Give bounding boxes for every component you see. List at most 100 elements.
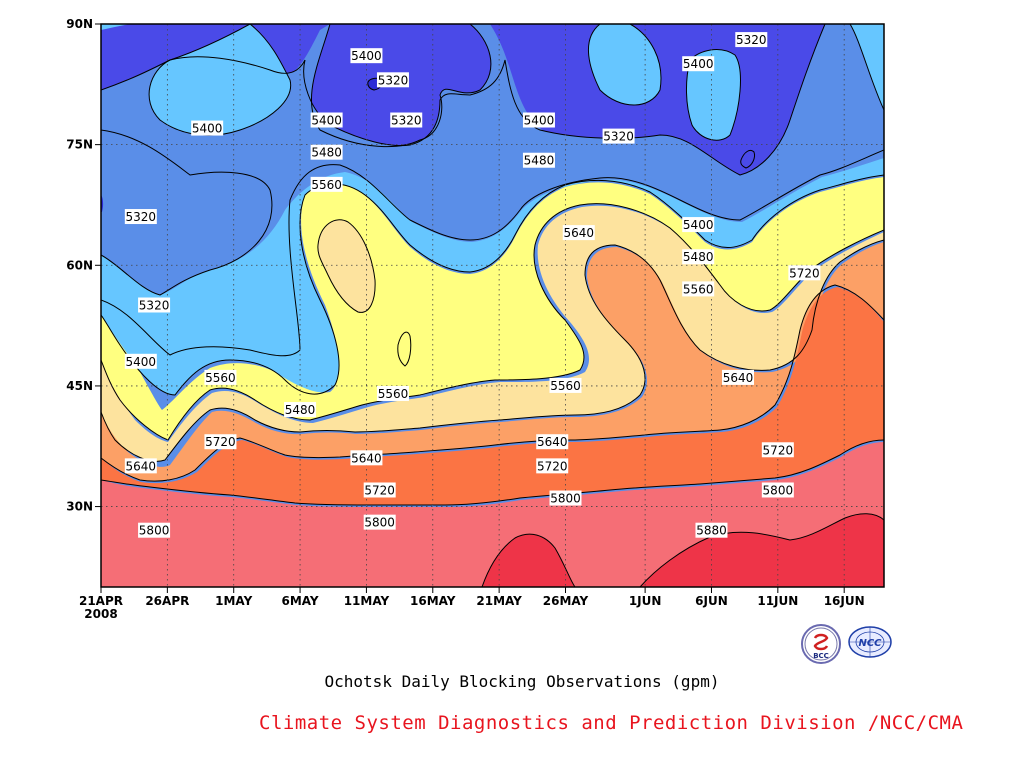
y-tick-label: 75N: [66, 138, 93, 152]
contour-label: 5560: [204, 369, 237, 385]
grid-lines: [101, 24, 884, 587]
svg-text:5800: 5800: [139, 524, 170, 538]
svg-text:5320: 5320: [391, 114, 422, 128]
x-tick-label: 16JUN: [824, 594, 865, 608]
svg-text:5320: 5320: [378, 73, 409, 87]
svg-text:5480: 5480: [311, 146, 342, 160]
svg-text:5800: 5800: [763, 483, 794, 497]
svg-text:5720: 5720: [364, 483, 395, 497]
fill-level-5720: [101, 242, 884, 482]
svg-text:5640: 5640: [126, 459, 157, 473]
svg-text:5800: 5800: [550, 492, 581, 506]
svg-text:5640: 5640: [351, 451, 382, 465]
contour-label: 5480: [522, 152, 555, 168]
contour-label: 5560: [682, 281, 715, 297]
contour-label: 5720: [536, 458, 569, 474]
svg-text:5720: 5720: [789, 266, 820, 280]
contour-label: 5720: [204, 434, 237, 450]
small-contour-5320-enclosure: [740, 149, 755, 169]
svg-text:NCC: NCC: [858, 638, 882, 649]
contour-label: 5320: [138, 297, 171, 313]
fill-level-5480: [101, 24, 884, 395]
contour-label: 5400: [350, 48, 383, 64]
svg-text:5720: 5720: [763, 443, 794, 457]
svg-text:5640: 5640: [723, 371, 754, 385]
x-tick-label: 26APR: [145, 594, 189, 608]
chart-title: Ochotsk Daily Blocking Observations (gpm…: [324, 672, 720, 691]
svg-text:5320: 5320: [139, 299, 170, 313]
svg-text:5640: 5640: [563, 226, 594, 240]
svg-text:5880: 5880: [696, 524, 727, 538]
small-contour-5640-enclosure: [317, 219, 376, 313]
contour-label: 5320: [124, 209, 157, 225]
contour-label: 5720: [761, 442, 794, 458]
svg-text:5560: 5560: [550, 379, 581, 393]
contour-label: 5640: [536, 434, 569, 450]
contour-label: 5800: [761, 482, 794, 498]
contour-label: 5720: [788, 265, 821, 281]
contour-label: 5640: [562, 225, 595, 241]
contour-label: 5480: [310, 144, 343, 160]
contour-label: 5400: [191, 120, 224, 136]
svg-text:5400: 5400: [311, 114, 342, 128]
ncc-logo-icon: NCC: [847, 625, 893, 659]
x-tick-label: 1MAY: [215, 594, 252, 608]
svg-text:5560: 5560: [378, 387, 409, 401]
y-tick-label: 60N: [66, 258, 93, 272]
fill-level-5640: [101, 205, 884, 462]
contour-label: 5800: [363, 514, 396, 530]
x-tick-label: 26MAY: [543, 594, 589, 608]
svg-text:5400: 5400: [351, 49, 382, 63]
svg-text:5400: 5400: [192, 122, 223, 136]
svg-text:5400: 5400: [683, 57, 714, 71]
svg-text:BCC: BCC: [813, 652, 829, 660]
fill-level-5400: [101, 24, 884, 356]
plot-frame: [100, 23, 885, 588]
credit-line: Climate System Diagnostics and Predictio…: [259, 712, 964, 734]
svg-text:5480: 5480: [683, 250, 714, 264]
x-tick-label: 16MAY: [410, 594, 456, 608]
svg-text:5560: 5560: [205, 371, 236, 385]
small-contour-5720-enclosure: [397, 331, 412, 367]
contour-label: 5560: [376, 385, 409, 401]
x-year-label: 2008: [84, 607, 117, 621]
contour-label: 5320: [376, 72, 409, 88]
x-tick-label: 11JUN: [757, 594, 798, 608]
contour-label: 5320: [602, 128, 635, 144]
svg-text:5720: 5720: [537, 459, 568, 473]
contour-labels: 5400 5320 5400 5320 5400 5400 5320 5400 5320 5480…: [124, 32, 821, 538]
x-tick-label: 6JUN: [695, 594, 728, 608]
svg-text:5560: 5560: [683, 282, 714, 296]
contour-chart: 21APR 26APR 1MAY 6MAY 11MAY 16MAY 21MAY 26MAY 1J…: [66, 17, 885, 621]
contour-label: 5560: [310, 176, 343, 192]
bcc-logo-icon: BCC: [801, 624, 841, 664]
x-tick-label: 6MAY: [282, 594, 319, 608]
svg-text:5320: 5320: [126, 210, 157, 224]
svg-text:5320: 5320: [736, 33, 767, 47]
svg-text:5800: 5800: [364, 516, 395, 530]
x-axis-labels: 21APR 26APR 1MAY 6MAY 11MAY 16MAY 21MAY 26MAY 1J…: [79, 594, 865, 621]
fill-level-5960: [482, 513, 884, 587]
contour-label: 5400: [310, 112, 343, 128]
x-tick-label: 1JUN: [629, 594, 662, 608]
contour-label: 5560: [549, 377, 582, 393]
contour-lines: [101, 24, 884, 587]
svg-text:5560: 5560: [311, 178, 342, 192]
fill-level-5560: [101, 177, 884, 440]
contour-label: 5880: [695, 522, 728, 538]
contour-label: 5640: [124, 458, 157, 474]
contour-label: 5480: [284, 402, 317, 418]
contour-label: 5800: [549, 490, 582, 506]
svg-text:5720: 5720: [205, 435, 236, 449]
svg-text:5400: 5400: [683, 218, 714, 232]
contour-label: 5480: [682, 249, 715, 265]
y-axis-labels: 90N 75N 60N 45N 30N: [66, 17, 93, 514]
svg-text:5400: 5400: [126, 355, 157, 369]
svg-text:5480: 5480: [285, 403, 316, 417]
y-tick-label: 90N: [66, 17, 93, 31]
contour-label: 5400: [522, 112, 555, 128]
svg-text:5480: 5480: [524, 154, 555, 168]
contour-fills: [101, 24, 884, 587]
contour-label: 5400: [682, 56, 715, 72]
fill-level-5800: [101, 287, 884, 505]
